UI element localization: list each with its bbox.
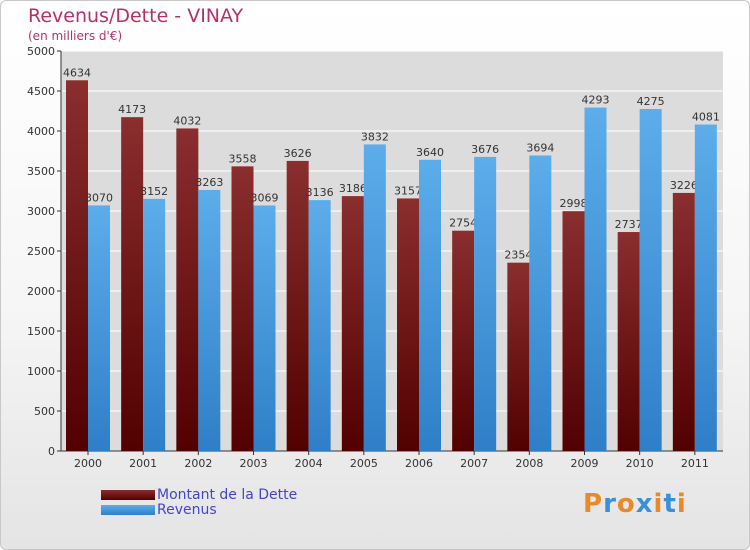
y-tick-label: 4500 <box>27 85 55 98</box>
data-label-revenue: 3152 <box>140 185 168 198</box>
legend-item-revenue: Revenus <box>101 501 297 518</box>
data-label-revenue: 3676 <box>471 143 499 156</box>
x-tick-label: 2008 <box>515 457 543 470</box>
legend-swatch-revenue <box>101 504 155 515</box>
y-tick-label: 1000 <box>27 365 55 378</box>
x-tick-label: 2007 <box>460 457 488 470</box>
data-label-revenue: 4293 <box>582 94 610 107</box>
data-label-debt: 3626 <box>284 147 312 160</box>
data-label-debt: 4634 <box>63 66 91 79</box>
logo-letter: t <box>663 489 677 519</box>
chart-subtitle: (en milliers d'€) <box>28 29 123 43</box>
bar-revenue <box>584 107 607 451</box>
data-label-revenue: 3694 <box>526 141 554 154</box>
data-label-revenue: 3136 <box>306 186 334 199</box>
legend-item-debt: Montant de la Dette <box>101 486 298 503</box>
y-tick-label: 3000 <box>27 205 55 218</box>
x-tick-label: 2010 <box>626 457 654 470</box>
data-label-debt: 4173 <box>118 103 146 116</box>
y-tick-label: 2500 <box>27 245 55 258</box>
bar-debt <box>121 117 144 451</box>
bar-revenue <box>694 124 717 452</box>
data-label-revenue: 3069 <box>251 191 279 204</box>
bar-debt <box>66 80 88 451</box>
chart-title: Revenus/Dette - VINAY <box>28 5 244 27</box>
bar-revenue <box>308 200 331 451</box>
x-tick-label: 2006 <box>405 457 433 470</box>
x-tick-label: 2009 <box>571 457 599 470</box>
data-label-debt: 2754 <box>449 217 477 230</box>
x-tick-label: 2004 <box>295 457 323 470</box>
proxiti-logo: Proxiti <box>583 489 687 519</box>
bar-debt <box>507 262 530 451</box>
bar-debt <box>176 128 199 451</box>
bar-debt <box>562 211 585 451</box>
data-label-debt: 2737 <box>615 218 643 231</box>
data-label-debt: 2354 <box>504 249 532 262</box>
y-tick-label: 1500 <box>27 325 55 338</box>
logo-letter: r <box>603 489 617 519</box>
logo-letter: x <box>635 489 654 519</box>
x-tick-label: 2011 <box>681 457 709 470</box>
bar-revenue <box>198 189 221 451</box>
legend-swatch-debt <box>101 489 155 500</box>
bar-revenue <box>88 205 110 451</box>
bar-revenue <box>419 159 441 452</box>
bar-revenue <box>474 156 497 452</box>
x-tick-label: 2002 <box>184 457 212 470</box>
y-tick-label: 5000 <box>27 45 55 58</box>
bar-revenue <box>639 109 662 451</box>
bar-debt <box>452 230 475 451</box>
x-tick-label: 2003 <box>240 457 268 470</box>
bar-debt <box>397 198 419 451</box>
data-label-debt: 3157 <box>394 184 422 197</box>
y-tick-label: 2000 <box>27 285 55 298</box>
data-label-debt: 3226 <box>670 179 698 192</box>
bar-revenue <box>363 144 386 451</box>
data-label-debt: 4032 <box>173 114 201 127</box>
data-label-debt: 3186 <box>339 182 367 195</box>
data-label-debt: 2998 <box>560 197 588 210</box>
y-tick-label: 3500 <box>27 165 55 178</box>
bar-debt <box>341 196 364 451</box>
logo-letter: o <box>616 489 636 519</box>
bar-debt <box>286 160 309 452</box>
bar-revenue <box>253 205 276 451</box>
logo-letter: P <box>583 489 604 519</box>
data-label-revenue: 3070 <box>85 191 113 204</box>
bar-debt <box>617 232 640 451</box>
logo-letter: i <box>653 489 664 519</box>
x-tick-label: 2000 <box>74 457 102 470</box>
legend-label-revenue: Revenus <box>157 501 217 518</box>
data-label-revenue: 3640 <box>416 146 444 159</box>
y-tick-label: 0 <box>48 445 55 458</box>
data-label-debt: 3558 <box>229 152 257 165</box>
y-tick-label: 4000 <box>27 125 55 138</box>
data-label-revenue: 3832 <box>361 130 389 143</box>
y-tick-label: 500 <box>34 405 55 418</box>
data-label-revenue: 3263 <box>195 176 223 189</box>
legend: Montant de la Dette Revenus <box>101 486 298 518</box>
bar-debt <box>231 166 254 452</box>
data-label-revenue: 4275 <box>637 95 665 108</box>
bar-revenue <box>529 155 552 452</box>
logo-letter: i <box>676 489 687 519</box>
bar-revenue <box>143 198 166 451</box>
legend-label-debt: Montant de la Dette <box>157 486 298 503</box>
bar-debt <box>672 192 695 452</box>
x-tick-label: 2001 <box>129 457 157 470</box>
x-tick-label: 2005 <box>350 457 378 470</box>
data-label-revenue: 4081 <box>692 111 720 124</box>
